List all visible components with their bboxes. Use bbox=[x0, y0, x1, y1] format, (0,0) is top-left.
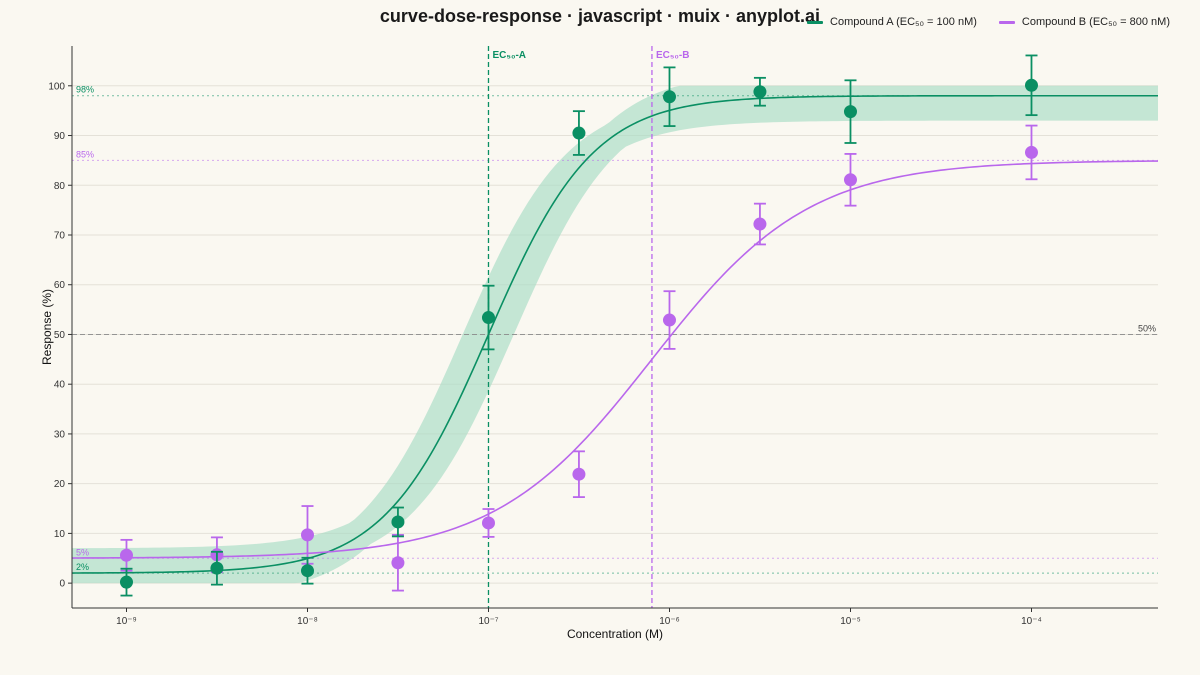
x-tick-label-2: 10⁻⁷ bbox=[478, 616, 498, 627]
data-point-b-2 bbox=[300, 528, 314, 542]
fit-curve-compound-a bbox=[71, 94, 1158, 574]
y-tick-label-40: 40 bbox=[54, 380, 66, 391]
data-point-a-3 bbox=[391, 515, 405, 529]
data-point-a-9 bbox=[1024, 78, 1038, 92]
y-tick-label-10: 10 bbox=[54, 529, 66, 540]
legend-swatch-compound-a bbox=[807, 20, 824, 24]
reference-label-50: 50% bbox=[1138, 323, 1156, 333]
chart-title: curve-dose-response · javascript · muix … bbox=[0, 6, 1200, 27]
x-tick-label-0: 10⁻⁹ bbox=[116, 616, 137, 627]
y-tick-label-50: 50 bbox=[54, 330, 66, 341]
y-tick-label-30: 30 bbox=[54, 429, 66, 440]
data-point-a-1 bbox=[210, 561, 224, 575]
data-points-layer bbox=[119, 54, 1038, 597]
reference-label-5: 5% bbox=[76, 547, 89, 557]
data-point-b-3 bbox=[391, 556, 405, 570]
data-point-a-4 bbox=[481, 311, 495, 325]
y-axis-title: Response (%) bbox=[40, 289, 54, 365]
chart-title-text: curve-dose-response · javascript · muix … bbox=[379, 6, 821, 26]
reference-label-98: 98% bbox=[76, 85, 94, 95]
legend-item-compound-b[interactable]: Compound B (EC₅₀ = 800 nM) bbox=[998, 16, 1170, 28]
data-point-a-8 bbox=[843, 105, 857, 119]
axes-layer: 0 10 20 30 40 50 60 70 80 90 100 10⁻⁹ 10⁻⁸ 10⁻⁷ 10⁻⁶ 10… bbox=[40, 46, 1158, 641]
ec50-label-b: EC₅₀-B bbox=[656, 50, 690, 61]
y-tick-label-20: 20 bbox=[54, 479, 66, 490]
data-point-b-6 bbox=[662, 313, 676, 327]
x-tick-label-1: 10⁻⁸ bbox=[297, 616, 318, 627]
legend-label-compound-a: Compound A (EC₅₀ = 100 nM) bbox=[830, 16, 977, 28]
legend-swatch-compound-b bbox=[998, 20, 1015, 24]
y-tick-label-100: 100 bbox=[48, 81, 65, 92]
reference-label-2: 2% bbox=[76, 562, 89, 572]
x-tick-label-4: 10⁻⁵ bbox=[840, 616, 861, 627]
data-point-a-0 bbox=[119, 575, 133, 589]
x-axis-title: Concentration (M) bbox=[567, 627, 663, 641]
fit-curves-layer bbox=[71, 94, 1159, 574]
data-point-a-5 bbox=[572, 126, 586, 140]
y-tick-label-90: 90 bbox=[54, 131, 66, 142]
x-tick-label-5: 10⁻⁴ bbox=[1021, 616, 1042, 627]
x-tick-label-3: 10⁻⁶ bbox=[659, 616, 680, 627]
data-point-a-6 bbox=[662, 90, 676, 104]
y-tick-label-70: 70 bbox=[54, 230, 66, 241]
data-point-b-0 bbox=[119, 548, 133, 562]
legend-item-compound-a[interactable]: Compound A (EC₅₀ = 100 nM) bbox=[807, 16, 977, 28]
y-tick-label-0: 0 bbox=[59, 579, 65, 590]
legend-label-compound-b: Compound B (EC₅₀ = 800 nM) bbox=[1021, 16, 1170, 28]
data-point-b-8 bbox=[843, 173, 857, 187]
ec50-label-a: EC₅₀-A bbox=[492, 50, 526, 61]
legend: Compound A (EC₅₀ = 100 nM) Compound B (E… bbox=[807, 16, 1170, 28]
data-point-b-7 bbox=[753, 217, 767, 231]
data-point-b-5 bbox=[572, 467, 586, 481]
y-tick-label-80: 80 bbox=[54, 181, 66, 192]
data-point-b-4 bbox=[481, 516, 495, 530]
y-tick-label-60: 60 bbox=[54, 280, 66, 291]
reference-label-85: 85% bbox=[76, 149, 94, 159]
data-point-a-2 bbox=[300, 564, 314, 578]
data-point-a-7 bbox=[753, 85, 767, 99]
fit-curve-compound-b bbox=[71, 160, 1159, 559]
data-point-b-9 bbox=[1024, 145, 1038, 159]
